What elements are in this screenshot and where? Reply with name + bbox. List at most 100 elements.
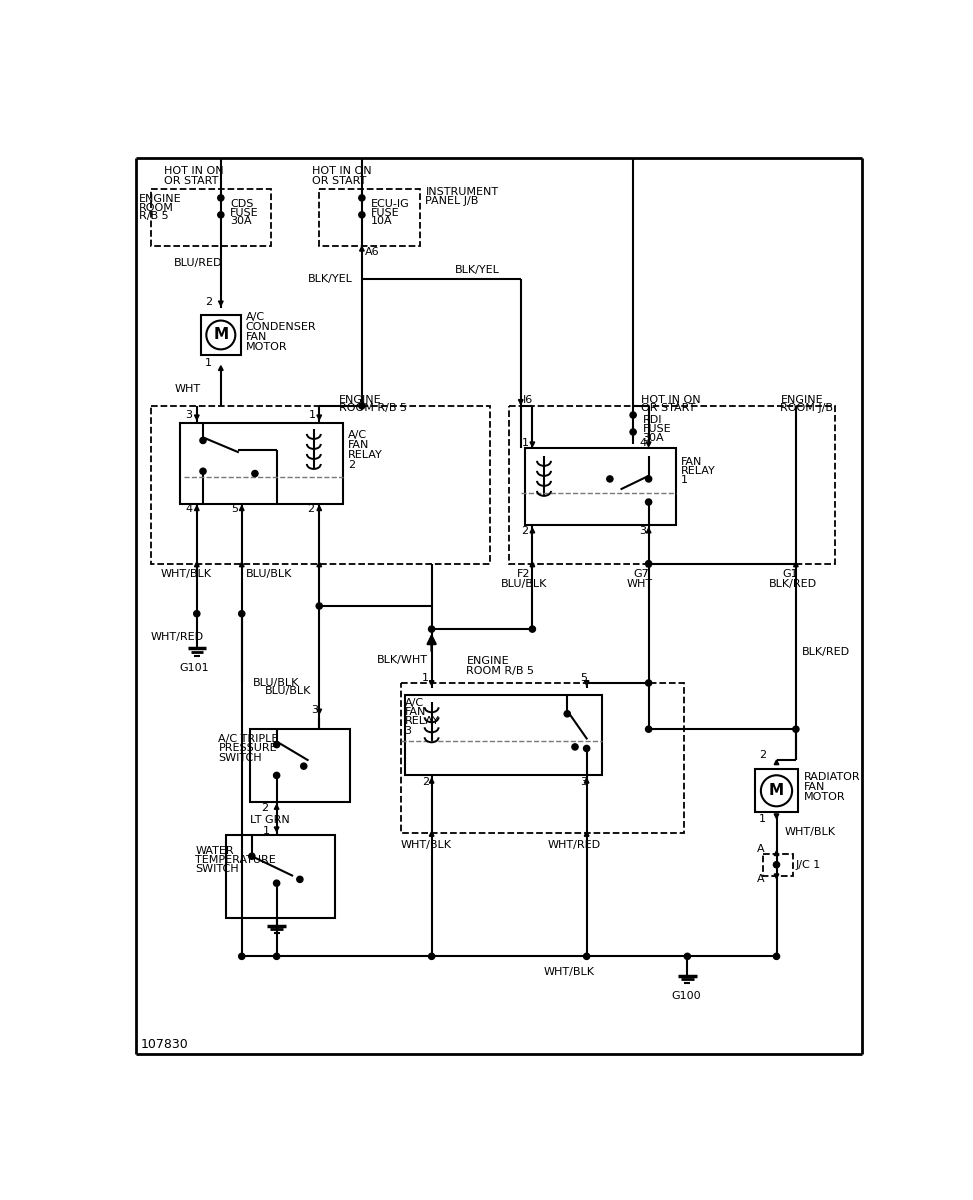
Text: 10A: 10A xyxy=(371,216,393,226)
Bar xyxy=(151,406,489,564)
Polygon shape xyxy=(775,760,778,764)
Circle shape xyxy=(645,560,652,566)
Text: ROOM J/B: ROOM J/B xyxy=(780,403,834,413)
Text: HOT IN ON: HOT IN ON xyxy=(311,166,371,176)
Circle shape xyxy=(774,862,779,868)
Circle shape xyxy=(631,428,636,436)
Circle shape xyxy=(273,953,279,960)
Text: HOT IN ON: HOT IN ON xyxy=(164,166,224,176)
Polygon shape xyxy=(646,442,651,446)
Circle shape xyxy=(249,853,255,859)
Polygon shape xyxy=(195,562,199,566)
Text: ROOM R/B 5: ROOM R/B 5 xyxy=(339,403,407,413)
Polygon shape xyxy=(794,562,798,566)
Text: ENGINE: ENGINE xyxy=(139,194,181,204)
Text: 2: 2 xyxy=(205,296,212,307)
Text: FUSE: FUSE xyxy=(642,424,671,434)
Text: 5: 5 xyxy=(581,673,588,683)
Polygon shape xyxy=(360,246,364,251)
Circle shape xyxy=(774,953,779,960)
Text: 4: 4 xyxy=(185,504,193,514)
Text: ENGINE: ENGINE xyxy=(466,656,509,666)
Bar xyxy=(764,854,793,876)
Text: 2: 2 xyxy=(348,460,355,470)
Text: SWITCH: SWITCH xyxy=(219,752,262,763)
Text: 3: 3 xyxy=(581,776,588,786)
Polygon shape xyxy=(317,506,321,510)
Circle shape xyxy=(793,726,799,732)
Text: INSTRUMENT: INSTRUMENT xyxy=(425,187,498,197)
Circle shape xyxy=(645,726,652,732)
Text: TEMPERATURE: TEMPERATURE xyxy=(196,856,276,865)
Text: RELAY: RELAY xyxy=(405,716,439,726)
Text: R/B 5: R/B 5 xyxy=(139,211,168,221)
Polygon shape xyxy=(585,680,589,685)
Text: BLU/BLK: BLU/BLK xyxy=(253,678,300,688)
Text: LT GRN: LT GRN xyxy=(249,815,289,826)
Text: BLK/YEL: BLK/YEL xyxy=(454,264,500,275)
Text: 1: 1 xyxy=(205,359,212,368)
Text: RADIATOR: RADIATOR xyxy=(804,772,860,782)
Text: WHT: WHT xyxy=(174,384,200,394)
Bar xyxy=(249,730,350,803)
Text: OR START: OR START xyxy=(164,176,219,186)
Text: FAN: FAN xyxy=(405,707,426,718)
Text: 30A: 30A xyxy=(642,433,664,443)
Text: FAN: FAN xyxy=(681,457,703,467)
Text: 107830: 107830 xyxy=(141,1038,189,1051)
Circle shape xyxy=(273,742,279,748)
Bar xyxy=(509,406,835,564)
Text: WHT/RED: WHT/RED xyxy=(548,840,601,850)
Polygon shape xyxy=(775,851,778,856)
Text: CONDENSER: CONDENSER xyxy=(245,323,316,332)
Bar xyxy=(524,448,676,526)
Circle shape xyxy=(359,403,365,409)
Text: PRESSURE: PRESSURE xyxy=(219,744,277,754)
Circle shape xyxy=(572,744,578,750)
Text: A/C TRIPLE: A/C TRIPLE xyxy=(219,734,279,744)
Text: WHT/BLK: WHT/BLK xyxy=(161,569,211,578)
Circle shape xyxy=(316,602,322,610)
Circle shape xyxy=(199,468,206,474)
Text: RELAY: RELAY xyxy=(681,467,716,476)
Text: WHT/BLK: WHT/BLK xyxy=(784,827,835,836)
Text: 3: 3 xyxy=(405,726,412,736)
Text: I6: I6 xyxy=(523,395,533,404)
Text: 3: 3 xyxy=(185,410,193,420)
Polygon shape xyxy=(530,562,535,566)
Text: G7: G7 xyxy=(633,569,649,578)
Text: WHT/RED: WHT/RED xyxy=(151,631,204,642)
Polygon shape xyxy=(239,506,244,510)
Text: WATER: WATER xyxy=(196,846,234,856)
Text: 1: 1 xyxy=(263,826,270,836)
Text: 30A: 30A xyxy=(231,216,252,226)
Text: 1: 1 xyxy=(422,673,429,683)
Text: CDS: CDS xyxy=(231,199,254,209)
Text: FAN: FAN xyxy=(348,440,370,450)
Text: RDI: RDI xyxy=(642,415,662,425)
Text: SWITCH: SWITCH xyxy=(196,864,239,875)
Circle shape xyxy=(297,876,303,882)
Text: ROOM: ROOM xyxy=(139,203,173,212)
Circle shape xyxy=(252,470,258,476)
Polygon shape xyxy=(530,528,535,533)
Text: 4: 4 xyxy=(639,438,646,448)
Text: PANEL J/B: PANEL J/B xyxy=(425,196,479,206)
Polygon shape xyxy=(317,562,321,566)
Text: 2: 2 xyxy=(307,504,314,514)
Circle shape xyxy=(273,880,279,887)
Text: ROOM R/B 5: ROOM R/B 5 xyxy=(466,666,534,676)
Polygon shape xyxy=(775,814,778,818)
Text: 1: 1 xyxy=(309,410,316,420)
Bar xyxy=(151,188,271,246)
Circle shape xyxy=(359,211,365,218)
Text: A: A xyxy=(757,844,765,853)
Text: MOTOR: MOTOR xyxy=(245,342,287,353)
Polygon shape xyxy=(195,506,199,510)
Polygon shape xyxy=(585,779,589,784)
Polygon shape xyxy=(274,805,279,809)
Text: BLK/RED: BLK/RED xyxy=(769,580,817,589)
Polygon shape xyxy=(239,562,244,566)
Text: HOT IN ON: HOT IN ON xyxy=(641,395,701,404)
Bar xyxy=(200,314,241,355)
